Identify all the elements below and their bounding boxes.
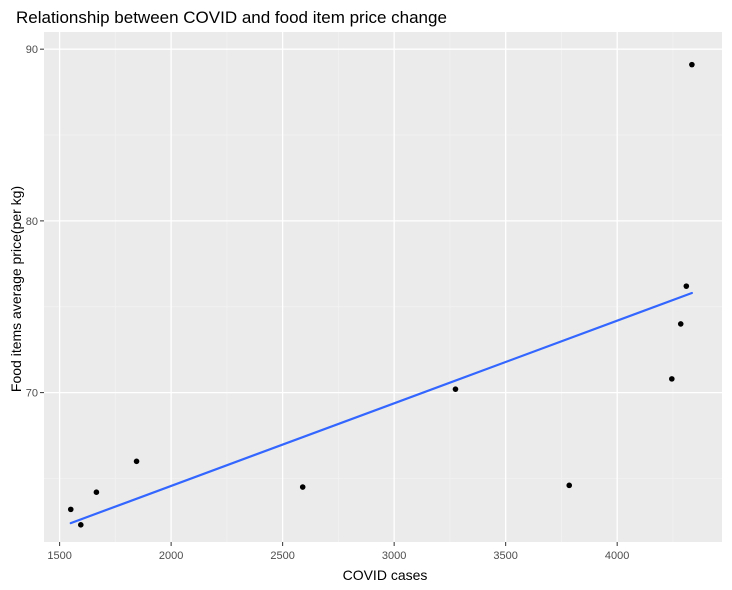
x-tick-label: 2500	[270, 550, 294, 562]
data-point	[93, 489, 100, 496]
trend-line	[69, 291, 693, 525]
y-tick-label: 80	[26, 216, 38, 228]
data-point	[566, 482, 573, 489]
x-tick-label: 2000	[159, 550, 183, 562]
x-tick-label: 3500	[493, 550, 517, 562]
data-point	[677, 321, 684, 327]
major-grid	[44, 32, 722, 542]
x-tick-label: 4000	[605, 550, 629, 562]
chart-title: Relationship between COVID and food item…	[16, 8, 447, 27]
y-tick-label: 90	[26, 44, 38, 56]
x-axis: 1500 2000 2500 3000 3500 4000	[47, 542, 629, 562]
y-axis: 70 80 90	[26, 44, 44, 400]
data-point	[669, 376, 675, 382]
data-point	[67, 506, 74, 513]
x-tick-label: 1500	[47, 550, 71, 562]
minor-grid	[44, 32, 722, 542]
x-tick-label: 3000	[382, 550, 406, 562]
points-layer	[67, 61, 695, 528]
data-point	[452, 386, 459, 392]
plot-panel	[44, 32, 722, 542]
data-point	[689, 61, 695, 68]
data-point	[133, 458, 140, 465]
data-point	[77, 522, 84, 528]
y-axis-title: Food items average price(per kg)	[8, 186, 24, 392]
trend-layer	[69, 291, 693, 525]
y-tick-label: 70	[26, 388, 38, 400]
data-point	[683, 283, 690, 289]
x-axis-title: COVID cases	[343, 567, 428, 583]
data-point	[299, 484, 306, 490]
